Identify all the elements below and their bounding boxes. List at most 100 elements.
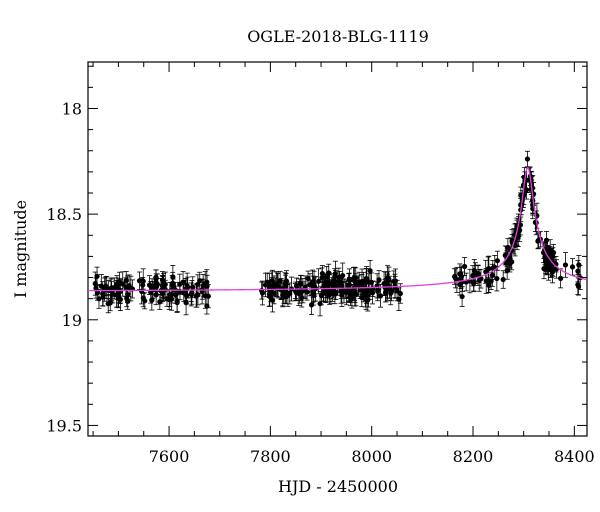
data-point [183, 300, 189, 306]
data-point [325, 282, 331, 288]
data-point [287, 290, 293, 297]
data-point [197, 278, 203, 284]
data-point [367, 268, 373, 274]
x-tick-label: 7600 [149, 447, 190, 466]
y-tick-label: 19 [62, 311, 82, 330]
data-point [543, 237, 550, 243]
data-point [304, 289, 310, 295]
data-point [160, 285, 166, 291]
data-point [523, 187, 530, 193]
y-tick-label: 18.5 [46, 205, 82, 224]
data-point [494, 275, 500, 282]
data-points [92, 156, 583, 309]
data-point [575, 283, 582, 290]
data-point [262, 282, 269, 288]
data-point [184, 283, 190, 289]
data-point [457, 281, 463, 288]
data-point [470, 273, 476, 279]
data-point [311, 291, 317, 297]
data-point [396, 296, 402, 302]
data-point [271, 290, 277, 296]
data-point [461, 263, 468, 270]
data-point [170, 284, 176, 290]
data-point [96, 296, 102, 302]
data-point [486, 266, 492, 272]
data-point [330, 278, 336, 284]
data-point [346, 276, 353, 282]
x-tick-label: 7800 [250, 447, 291, 466]
data-point [280, 292, 286, 298]
data-point [114, 282, 120, 288]
data-point [307, 282, 313, 288]
data-point [336, 279, 343, 285]
data-point [169, 291, 175, 298]
data-point [272, 284, 279, 290]
data-point [157, 299, 163, 305]
data-point [483, 269, 489, 275]
data-point [153, 292, 159, 298]
data-point [383, 281, 389, 287]
data-point [489, 272, 496, 278]
data-point [364, 288, 370, 294]
data-point [170, 274, 176, 280]
data-point [93, 285, 99, 291]
x-axis-label: HJD - 2450000 [278, 477, 398, 496]
data-point [347, 289, 353, 295]
data-point [319, 270, 326, 277]
data-point [140, 282, 146, 288]
y-axis-label: I magnitude [11, 200, 30, 298]
data-point [576, 262, 582, 268]
data-point [173, 292, 179, 298]
data-point [277, 278, 283, 284]
axis-tick-labels: 7600 7800 8000 8200 8400 18 18.5 19 19.5 [46, 99, 594, 466]
data-point [305, 275, 311, 282]
data-point [123, 277, 129, 284]
data-point [369, 290, 376, 296]
data-point [204, 303, 210, 309]
data-point [475, 270, 481, 277]
data-point [94, 273, 100, 279]
data-point [459, 293, 465, 300]
data-point [117, 296, 123, 303]
data-point [575, 268, 581, 274]
data-point [339, 292, 345, 298]
data-point [504, 267, 510, 274]
data-point [375, 287, 381, 293]
data-point [457, 271, 463, 277]
model-curve [88, 166, 588, 292]
data-point [558, 275, 564, 281]
data-point [183, 293, 190, 299]
data-point [376, 277, 382, 283]
x-tick-label: 8400 [554, 447, 595, 466]
data-point [164, 296, 170, 302]
data-point [385, 276, 391, 282]
data-point [485, 278, 491, 284]
data-point [299, 295, 305, 301]
data-point [507, 257, 513, 263]
data-point [190, 284, 196, 290]
data-point [346, 282, 353, 288]
data-point [352, 291, 358, 297]
data-point [200, 283, 206, 289]
data-point [161, 279, 167, 286]
data-point [140, 295, 146, 301]
data-point [311, 281, 317, 287]
data-point [269, 297, 276, 303]
data-point [98, 283, 104, 289]
data-point [364, 278, 370, 284]
data-point [139, 288, 145, 294]
data-point [123, 284, 129, 290]
data-point [149, 297, 155, 303]
data-point [562, 262, 569, 268]
data-point [335, 283, 341, 289]
data-point [332, 270, 339, 277]
data-point [388, 288, 395, 294]
data-point [107, 300, 113, 306]
y-tick-label: 18 [62, 99, 82, 118]
data-point [336, 274, 342, 280]
data-point [339, 283, 345, 289]
data-point [282, 280, 288, 286]
data-point [269, 278, 275, 284]
data-point [382, 290, 389, 296]
